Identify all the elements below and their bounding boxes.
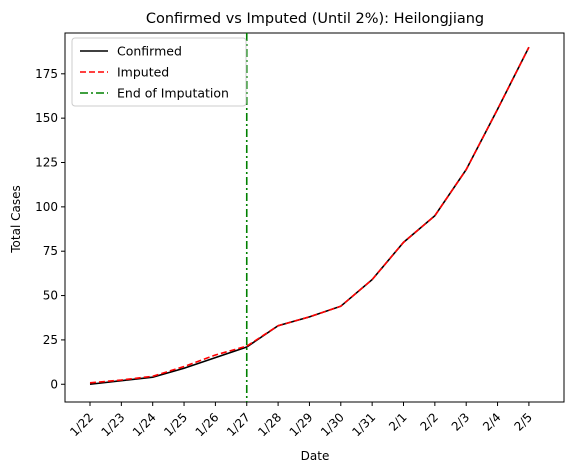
legend-label: Imputed (117, 65, 169, 80)
chart-title: Confirmed vs Imputed (Until 2%): Heilong… (146, 11, 484, 27)
y-tick-label: 150 (35, 111, 58, 125)
legend-box (71, 37, 247, 107)
legend-label: End of Imputation (117, 86, 229, 101)
plot-frame (64, 32, 565, 403)
y-tick-label: 175 (35, 67, 58, 81)
y-axis-label: Total Cases (9, 185, 23, 253)
y-tick-label: 125 (35, 156, 58, 170)
series-line-imputed (89, 46, 530, 384)
y-tick-label: 50 (43, 289, 58, 303)
x-axis-label: Date (301, 449, 330, 463)
y-tick-label: 100 (35, 200, 58, 214)
y-tick-label: 25 (43, 333, 58, 347)
y-tick-label: 0 (50, 377, 58, 391)
y-tick-label: 75 (43, 244, 58, 258)
legend-label: Confirmed (117, 44, 182, 59)
legend: Confirmed Imputed End of Imputation (71, 37, 247, 107)
